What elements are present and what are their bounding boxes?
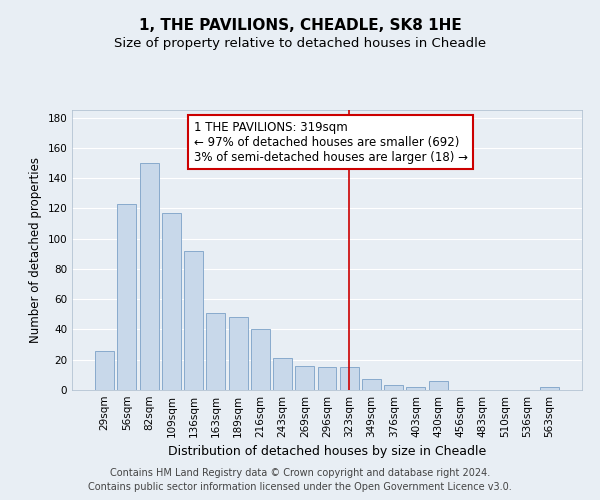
- Bar: [206, 313, 225, 390]
- Bar: [340, 368, 359, 390]
- Bar: [162, 213, 181, 390]
- X-axis label: Distribution of detached houses by size in Cheadle: Distribution of detached houses by size …: [168, 446, 486, 458]
- Bar: [229, 318, 248, 390]
- Bar: [406, 387, 425, 390]
- Text: 1, THE PAVILIONS, CHEADLE, SK8 1HE: 1, THE PAVILIONS, CHEADLE, SK8 1HE: [139, 18, 461, 32]
- Bar: [317, 368, 337, 390]
- Text: Size of property relative to detached houses in Cheadle: Size of property relative to detached ho…: [114, 38, 486, 51]
- Text: 1 THE PAVILIONS: 319sqm
← 97% of detached houses are smaller (692)
3% of semi-de: 1 THE PAVILIONS: 319sqm ← 97% of detache…: [194, 120, 467, 164]
- Bar: [140, 163, 158, 390]
- Bar: [384, 386, 403, 390]
- Bar: [429, 381, 448, 390]
- Bar: [362, 380, 381, 390]
- Bar: [184, 251, 203, 390]
- Text: Contains HM Land Registry data © Crown copyright and database right 2024.
Contai: Contains HM Land Registry data © Crown c…: [88, 468, 512, 492]
- Bar: [540, 387, 559, 390]
- Bar: [118, 204, 136, 390]
- Bar: [295, 366, 314, 390]
- Y-axis label: Number of detached properties: Number of detached properties: [29, 157, 42, 343]
- Bar: [251, 330, 270, 390]
- Bar: [95, 350, 114, 390]
- Bar: [273, 358, 292, 390]
